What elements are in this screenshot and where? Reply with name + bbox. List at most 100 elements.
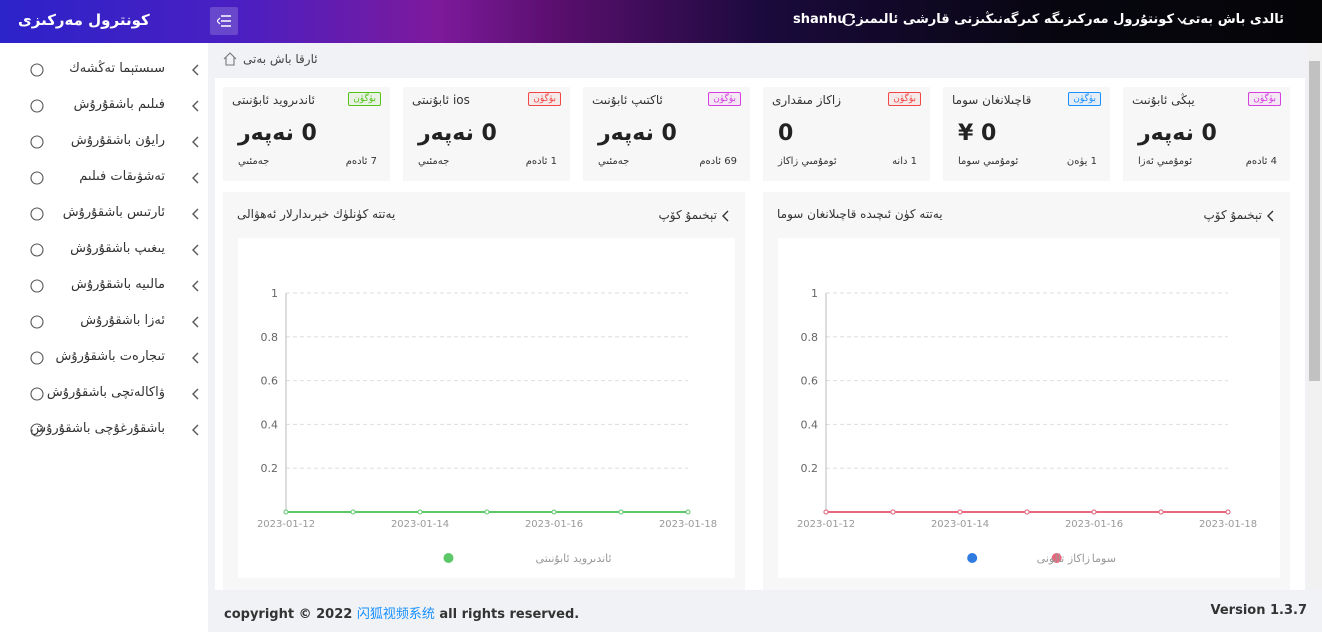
copyright-text: copyright © 2022 <box>224 607 353 622</box>
legend-swatch <box>1051 553 1062 563</box>
refresh-head <box>849 13 855 19</box>
y-tick-label: 0.8 <box>261 331 279 344</box>
menu-icon <box>30 135 44 149</box>
x-tick-label: 2023-01-12 <box>257 519 315 530</box>
legend-item[interactable]: زاكاز تالونى <box>967 552 1090 565</box>
chevron-shape <box>192 136 199 148</box>
menu-item[interactable]: تىجارەت باشقۇرۇش <box>0 345 208 373</box>
stat-card: قاچىلانغان سوما بۈگۈن ¥ 0 ئومۇمىي سوما 1 يۈە… <box>943 87 1110 181</box>
stat-value: ¥ 0 <box>958 121 997 146</box>
data-point <box>551 509 557 515</box>
stat-footer-value: 4 ئادەم <box>1245 156 1277 167</box>
menu-icon <box>30 243 44 257</box>
data-point <box>957 509 963 515</box>
menu-item[interactable]: ئەزا باشقۇرۇش <box>0 309 208 337</box>
x-tick-label: 2023-01-14 <box>931 519 989 530</box>
menu-item[interactable]: تەشۋىقات فىلىم <box>0 165 208 193</box>
stat-footer-label: جەمئىي <box>238 156 270 167</box>
menu-icon <box>30 63 44 77</box>
chevron-shape <box>1267 210 1274 222</box>
more-link[interactable]: تېخىمۇ كۆپ <box>653 208 733 224</box>
chevron-icon <box>192 280 199 292</box>
sidebar: سىستېما تەڭشەك فىلىم باشقۇرۇش رايۇن باشقۇر… <box>0 43 208 632</box>
menu-icon-shape <box>30 99 44 113</box>
chevron-icon <box>192 388 199 400</box>
home-button[interactable]: ئالدى باش بەتى <box>1182 12 1284 27</box>
legend-label: زاكاز تالونى <box>1037 552 1090 565</box>
chevron-icon <box>192 244 199 256</box>
stat-title: ئاكتىپ ئابۇنىت <box>592 93 663 107</box>
y-tick-label: 0.6 <box>801 375 819 388</box>
menu-item-label: تەشۋىقات فىلىم <box>79 169 165 184</box>
legend-item[interactable]: سوما <box>1051 552 1116 565</box>
menu-icon-shape <box>30 207 44 221</box>
x-tick-label: 2023-01-12 <box>797 519 855 530</box>
stat-card: ئاندىروید ئابۇنىتى بۈگۈن 0 نەپەر جەمئىي 7 ئا… <box>223 87 390 181</box>
stat-title: زاكاز مىقدارى <box>772 93 842 107</box>
menu-icon <box>30 171 44 185</box>
menu-item-label: تىجارەت باشقۇرۇش <box>55 349 165 364</box>
chevron-shape <box>192 424 199 436</box>
menu-icon-shape <box>30 315 44 329</box>
menu-item[interactable]: ئارتىس باشقۇرۇش <box>0 201 208 229</box>
chevron-shape <box>192 280 199 292</box>
stat-title: قاچىلانغان سوما <box>952 93 1032 107</box>
menu-toggle[interactable] <box>210 7 238 35</box>
legend-label: سوما <box>1092 552 1116 565</box>
stat-value: 0 نەپەر <box>598 121 677 146</box>
data-point <box>484 509 490 515</box>
data-point <box>823 509 829 515</box>
menu-item[interactable]: سىستېما تەڭشەك <box>0 57 208 85</box>
home-shape <box>223 52 237 66</box>
data-point <box>350 509 356 515</box>
chart-area: 0.2 0.4 0.6 0.8 1 2023-01-12 2023-01-14 2023-01… <box>778 238 1280 578</box>
menu-icon <box>30 315 44 329</box>
chevron-icon <box>192 172 199 184</box>
chevron-icon <box>192 136 199 148</box>
menu-item[interactable]: ۋاكالەتچى باشقۇرۇش <box>0 381 208 409</box>
menu-item-label: ئەزا باشقۇرۇش <box>80 313 165 328</box>
menu-item-label: يىغىپ باشقۇرۇش <box>70 241 165 256</box>
data-point <box>890 509 896 515</box>
chevron-shape <box>192 352 199 364</box>
data-point <box>685 509 691 515</box>
stat-badge: بۈگۈن <box>348 92 381 106</box>
stat-footer-value: 1 دانە <box>892 156 917 167</box>
menu-icon-shape <box>30 423 44 437</box>
menu-item[interactable]: باشقۇرغۇچى باشقۇرۇش <box>0 417 208 445</box>
chevron-shape <box>192 64 199 76</box>
stat-footer-label: ئومۇمىي سوما <box>958 156 1019 167</box>
menu-icon-shape <box>30 351 44 365</box>
breadcrumb: ئارقا باش بەتى <box>243 52 318 66</box>
menu-item[interactable]: رايۇن باشقۇرۇش <box>0 129 208 157</box>
stat-value: 0 نەپەر <box>1138 121 1217 146</box>
brand-link[interactable]: 闪狐视频系统 <box>356 607 435 622</box>
more-link-text: تېخىمۇ كۆپ <box>658 208 718 222</box>
more-link[interactable]: تېخىمۇ كۆپ <box>1198 208 1278 224</box>
menu-item-label: مالىيە باشقۇرۇش <box>70 277 165 292</box>
data-point <box>283 509 289 515</box>
stat-value: 0 <box>778 121 794 146</box>
refresh-button[interactable] <box>841 12 857 28</box>
data-point <box>1024 509 1030 515</box>
menu-item[interactable]: يىغىپ باشقۇرۇش <box>0 237 208 265</box>
menu-icon-shape <box>30 279 44 293</box>
line-chart: 0.2 0.4 0.6 0.8 1 2023-01-12 2023-01-14 2023-01… <box>257 287 717 565</box>
app-title: كونترول مەركىزى <box>18 11 150 29</box>
y-tick-label: 0.6 <box>261 375 279 388</box>
data-point <box>1225 509 1231 515</box>
menu-icon-shape <box>30 63 44 77</box>
refresh-arc <box>842 13 855 26</box>
stat-value: 0 نەپەر <box>418 121 497 146</box>
menu-item[interactable]: فىلىم باشقۇرۇش <box>0 93 208 121</box>
chart-panel: يەتتە كۈن ئىچىدە قاچىلانغان سوما تېخىمۇ ك… <box>763 192 1290 590</box>
stat-title: ئاندىروید ئابۇنىتى <box>232 93 315 107</box>
stat-card: زاكاز مىقدارى بۈگۈن 0 ئومۇمىي زاكاز 1 دانە <box>763 87 930 181</box>
menu-icon <box>30 279 44 293</box>
legend-item[interactable]: ئاندىروید ئابۇنىتى <box>443 552 612 565</box>
stat-badge: بۈگۈن <box>528 92 561 106</box>
menu-item[interactable]: مالىيە باشقۇرۇش <box>0 273 208 301</box>
welcome-text[interactable]: كونتۇرول مەركىزىگە كىرگەنىڭىزنى قارشى ئا… <box>792 12 1174 27</box>
stat-title: يېڭى ئابۇنىت <box>1132 93 1195 107</box>
menu-item-label: ئارتىس باشقۇرۇش <box>62 205 165 220</box>
